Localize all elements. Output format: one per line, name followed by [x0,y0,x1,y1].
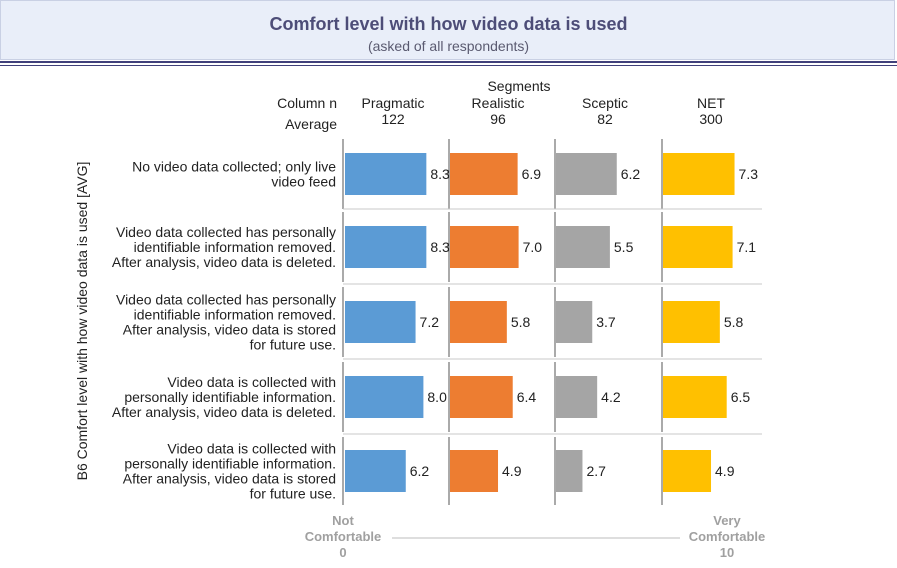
value-label-net-3: 5.8 [724,314,744,330]
scale-low-label: Not [332,513,354,528]
column-n-label: Column n [277,95,337,111]
category-label-1: video feed [271,174,336,190]
bar-net-1 [663,153,735,195]
category-label-5: personally identifiable information. [124,456,336,472]
chart-title: Comfort level with how video data is use… [269,14,628,34]
series-name-4: NET [697,95,725,111]
bar-sceptic-2 [556,226,610,268]
bar-realistic-4 [450,376,513,418]
value-label-sceptic-3: 3.7 [596,314,616,330]
category-label-2: identifiable information removed. [134,239,336,255]
chart-subtitle: (asked of all respondents) [367,38,530,54]
category-label-5: After analysis, video data is stored [123,471,336,487]
bar-pragmatic-3 [345,301,416,343]
scale-low-label: 0 [339,545,346,560]
value-label-pragmatic-4: 8.0 [427,389,447,405]
series-n-3: 82 [597,111,613,127]
value-label-net-4: 6.5 [731,389,751,405]
value-label-realistic-5: 4.9 [502,463,522,479]
value-label-realistic-1: 6.9 [522,166,542,182]
value-label-pragmatic-5: 6.2 [410,463,430,479]
value-label-sceptic-1: 6.2 [621,166,641,182]
bar-sceptic-5 [556,450,583,492]
header-divider-line [0,61,897,63]
category-label-2: Video data collected has personally [116,224,336,240]
bar-net-3 [663,301,720,343]
value-label-sceptic-5: 2.7 [586,463,606,479]
scale-high-label: Comfortable [689,529,766,544]
category-label-4: After analysis, video data is deleted. [112,404,336,420]
series-name-2: Realistic [472,95,525,111]
bar-realistic-2 [450,226,519,268]
y-axis-label: B6 Comfort level with how video data is … [74,162,90,481]
value-label-net-1: 7.3 [739,166,759,182]
scale-high-label: 10 [720,545,734,560]
bar-pragmatic-2 [345,226,427,268]
category-label-3: Video data collected has personally [116,292,336,308]
series-n-4: 300 [699,111,723,127]
header-divider-line-thin [0,65,897,66]
category-label-3: identifiable information removed. [134,307,336,323]
value-label-realistic-3: 5.8 [511,314,531,330]
bar-net-5 [663,450,712,492]
category-label-4: Video data is collected with [167,374,336,390]
bar-realistic-1 [450,153,518,195]
series-n-1: 122 [381,111,405,127]
value-label-net-5: 4.9 [715,463,735,479]
value-label-pragmatic-3: 7.2 [420,314,440,330]
scale-low-label: Comfortable [305,529,382,544]
bar-sceptic-1 [556,153,617,195]
bar-pragmatic-5 [345,450,406,492]
category-label-2: After analysis, video data is deleted. [112,254,336,270]
value-label-sceptic-4: 4.2 [601,389,621,405]
category-label-1: No video data collected; only live [132,159,336,175]
series-name-3: Sceptic [582,95,628,111]
bar-net-2 [663,226,733,268]
scale-high-label: Very [713,513,741,528]
bar-pragmatic-1 [345,153,427,195]
value-label-realistic-4: 6.4 [517,389,537,405]
average-label: Average [285,116,337,132]
bar-sceptic-3 [556,301,593,343]
segments-label: Segments [487,78,550,94]
series-n-2: 96 [490,111,506,127]
category-label-3: for future use. [250,337,336,353]
bar-realistic-5 [450,450,499,492]
value-label-realistic-2: 7.0 [523,239,543,255]
category-label-5: for future use. [250,486,336,502]
value-label-pragmatic-2: 8.3 [430,239,450,255]
bar-pragmatic-4 [345,376,424,418]
series-name-1: Pragmatic [361,95,424,111]
category-label-4: personally identifiable information. [124,389,336,405]
value-label-net-2: 7.1 [737,239,757,255]
bar-sceptic-4 [556,376,598,418]
value-label-sceptic-2: 5.5 [614,239,634,255]
value-label-pragmatic-1: 8.3 [430,166,450,182]
bar-realistic-3 [450,301,507,343]
category-label-3: After analysis, video data is stored [123,322,336,338]
chart-header [0,0,895,60]
bar-net-4 [663,376,727,418]
category-label-5: Video data is collected with [167,441,336,457]
